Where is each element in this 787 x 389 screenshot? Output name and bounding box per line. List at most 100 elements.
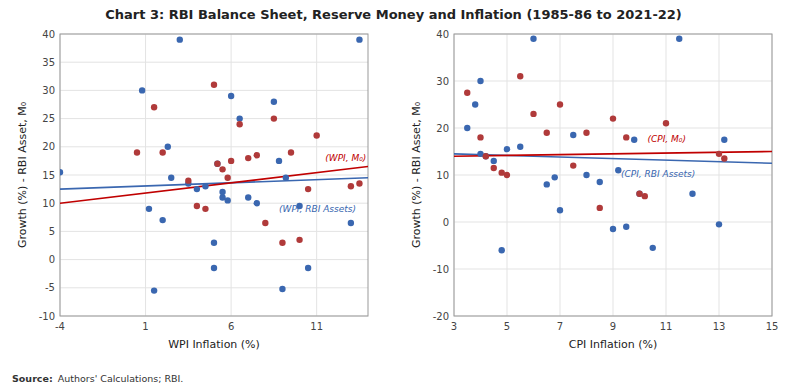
point [464, 125, 470, 131]
y-tick-label: 20 [436, 123, 449, 134]
grid-line-y [60, 287, 368, 288]
point [597, 205, 603, 211]
point [165, 144, 171, 150]
point [245, 155, 251, 161]
point [211, 265, 217, 271]
y-tick-label: 30 [436, 76, 449, 87]
point [610, 115, 616, 121]
point [663, 120, 669, 126]
point [557, 101, 563, 107]
point [623, 224, 629, 230]
point [279, 286, 285, 292]
y-tick-label: 40 [436, 29, 449, 40]
x-tick-label: 13 [713, 321, 726, 332]
point [279, 239, 285, 245]
points [60, 36, 363, 293]
point [623, 134, 629, 140]
point [483, 153, 489, 159]
grid-line-y [60, 231, 368, 232]
plot-area [60, 34, 368, 316]
point [477, 134, 483, 140]
y-tick-label: 15 [42, 170, 55, 181]
point [139, 87, 145, 93]
grid-line-y [60, 175, 368, 176]
point [305, 265, 311, 271]
point [224, 197, 230, 203]
source-label: Source: [12, 373, 53, 384]
point [271, 98, 277, 104]
point [219, 189, 225, 195]
point [219, 166, 225, 172]
point [517, 73, 523, 79]
point [236, 121, 242, 127]
annotation: (CPI, M₀) [647, 134, 685, 144]
point [202, 206, 208, 212]
points [464, 36, 727, 254]
point [642, 193, 648, 199]
point [60, 169, 63, 175]
point [472, 101, 478, 107]
grid-line-y [454, 81, 772, 82]
data-group [454, 36, 772, 254]
point [276, 158, 282, 164]
point [177, 36, 183, 42]
x-tick-label: 11 [310, 321, 323, 332]
annotation: (CPI, RBI Assets) [621, 169, 695, 179]
data-group [60, 36, 368, 293]
y-tick-label: -5 [45, 282, 55, 293]
point [716, 151, 722, 157]
x-axis-label: CPI Inflation (%) [569, 338, 658, 351]
x-tick-label: 15 [766, 321, 779, 332]
grid-line-y [60, 146, 368, 147]
y-axis-label: Growth (%) - RBI Asset, M₀ [16, 101, 29, 248]
y-tick-label: 30 [42, 85, 55, 96]
x-tick-label: 6 [228, 321, 234, 332]
point [168, 175, 174, 181]
point [305, 186, 311, 192]
point [530, 36, 536, 42]
point [224, 175, 230, 181]
lines [454, 152, 772, 164]
x-tick-label: 7 [557, 321, 563, 332]
point [583, 130, 589, 136]
point [228, 93, 234, 99]
point [185, 177, 191, 183]
point [499, 247, 505, 253]
point [504, 146, 510, 152]
plot-frame [60, 34, 368, 316]
point [262, 220, 268, 226]
point [530, 111, 536, 117]
point [214, 161, 220, 167]
x-tick-label: -4 [55, 321, 65, 332]
y-tick-label: -10 [433, 264, 449, 275]
point [491, 158, 497, 164]
trend-line [60, 178, 368, 189]
point [570, 162, 576, 168]
point [194, 186, 200, 192]
x-axis-label: WPI Inflation (%) [168, 338, 260, 351]
y-tick-label: -10 [39, 311, 55, 322]
point [721, 155, 727, 161]
point [159, 217, 165, 223]
point [245, 194, 251, 200]
point [650, 245, 656, 251]
y-tick-label: 10 [436, 170, 449, 181]
point [288, 149, 294, 155]
y-tick-label: 0 [443, 217, 449, 228]
x-tick-label: 11 [660, 321, 673, 332]
annotation: (WPI, RBI Assets) [279, 204, 356, 214]
y-tick-label: 40 [42, 29, 55, 40]
y-tick-label: 5 [49, 226, 55, 237]
trend-line [60, 167, 368, 204]
plot-area [454, 34, 772, 316]
point [313, 132, 319, 138]
x-tick-label: 5 [504, 321, 510, 332]
point [631, 137, 637, 143]
chart-root: Chart 3: RBI Balance Sheet, Reserve Mone… [0, 0, 787, 389]
point [544, 130, 550, 136]
y-tick-label: 0 [49, 254, 55, 265]
point [597, 179, 603, 185]
point [348, 220, 354, 226]
panel: -41611-10-50510152025303540WPI Inflation… [16, 29, 368, 352]
point [228, 158, 234, 164]
